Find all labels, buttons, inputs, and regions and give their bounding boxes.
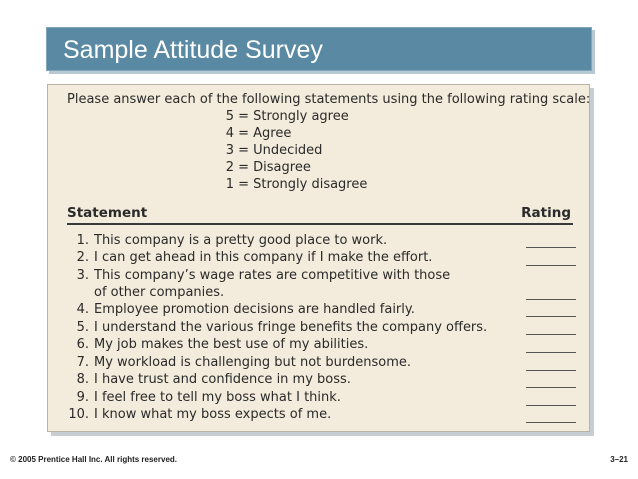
statement-item: 5. I understand the various fringe benefi… bbox=[67, 320, 488, 336]
scale-label: = Strongly agree bbox=[238, 109, 349, 124]
statement-item: 4. Employee promotion decisions are handl… bbox=[67, 302, 415, 318]
rating-blank[interactable] bbox=[526, 334, 576, 335]
scale-number: 5 bbox=[225, 109, 234, 124]
intro-text: Please answer each of the following stat… bbox=[67, 92, 591, 107]
rating-blank[interactable] bbox=[526, 265, 576, 266]
scale-item: 3 = Undecided bbox=[222, 143, 323, 159]
statement-text: I feel free to tell my boss what I think… bbox=[94, 390, 341, 405]
statement-item: 9. I feel free to tell my boss what I thi… bbox=[67, 390, 341, 406]
rating-blank[interactable] bbox=[526, 247, 576, 248]
statement-text: This company is a pretty good place to w… bbox=[94, 233, 388, 248]
statement-number: 7. bbox=[76, 355, 89, 370]
statement-text: My job makes the best use of my abilitie… bbox=[94, 337, 369, 352]
statement-number: 9. bbox=[76, 390, 89, 405]
scale-number: 4 bbox=[225, 126, 234, 141]
statement-text: My workload is challenging but not burde… bbox=[94, 355, 411, 370]
statement-continuation: of other companies. bbox=[94, 285, 225, 300]
rating-blank[interactable] bbox=[526, 387, 576, 388]
statement-item: 8. I have trust and confidence in my boss… bbox=[67, 372, 351, 388]
scale-label: = Agree bbox=[238, 126, 292, 141]
rating-blank[interactable] bbox=[526, 352, 576, 353]
statement-item: 1. This company is a pretty good place to… bbox=[67, 233, 388, 249]
statement-item: 10. I know what my boss expects of me. bbox=[67, 407, 331, 423]
statement-number: 10. bbox=[68, 407, 89, 422]
rating-header: Rating bbox=[521, 205, 571, 221]
statement-text: I know what my boss expects of me. bbox=[94, 407, 332, 422]
statement-number: 5. bbox=[76, 320, 89, 335]
scale-item: 5 = Strongly agree bbox=[222, 109, 349, 125]
header-divider bbox=[67, 223, 573, 225]
survey-box: Please answer each of the following stat… bbox=[47, 84, 590, 432]
scale-label: = Undecided bbox=[238, 143, 323, 158]
copyright-footer: © 2005 Prentice Hall Inc. All rights res… bbox=[10, 455, 178, 464]
statement-number: 1. bbox=[76, 233, 89, 248]
statement-text: Employee promotion decisions are handled… bbox=[94, 302, 415, 317]
statement-item: 6. My job makes the best use of my abilit… bbox=[67, 337, 369, 353]
statement-text: I understand the various fringe benefits… bbox=[94, 320, 488, 335]
statement-number: 8. bbox=[76, 372, 89, 387]
rating-blank[interactable] bbox=[526, 405, 576, 406]
rating-blank[interactable] bbox=[526, 370, 576, 371]
statement-header: Statement bbox=[67, 205, 148, 221]
rating-blank[interactable] bbox=[526, 422, 576, 423]
slide-title: Sample Attitude Survey bbox=[63, 36, 323, 64]
statement-text: This company’s wage rates are competitiv… bbox=[94, 268, 451, 283]
scale-label: = Strongly disagree bbox=[238, 177, 368, 192]
scale-label: = Disagree bbox=[238, 160, 311, 175]
scale-number: 2 bbox=[225, 160, 234, 175]
rating-blank[interactable] bbox=[526, 299, 576, 300]
statement-item: 3. This company’s wage rates are competit… bbox=[67, 268, 451, 284]
page-number: 3–21 bbox=[610, 455, 628, 464]
scale-number: 3 bbox=[225, 143, 234, 158]
title-bar: Sample Attitude Survey bbox=[46, 27, 592, 71]
rating-blank[interactable] bbox=[526, 316, 576, 317]
scale-number: 1 bbox=[225, 177, 234, 192]
statement-number: 3. bbox=[76, 268, 89, 283]
statement-number: 4. bbox=[76, 302, 89, 317]
scale-item: 2 = Disagree bbox=[222, 160, 311, 176]
statement-item: 2. I can get ahead in this company if I m… bbox=[67, 250, 433, 266]
statement-number: 2. bbox=[76, 250, 89, 265]
statement-item: 7. My workload is challenging but not bur… bbox=[67, 355, 411, 371]
statement-text: I can get ahead in this company if I mak… bbox=[94, 250, 433, 265]
scale-item: 4 = Agree bbox=[222, 126, 292, 142]
statement-text: I have trust and confidence in my boss. bbox=[94, 372, 351, 387]
statement-number: 6. bbox=[76, 337, 89, 352]
scale-item: 1 = Strongly disagree bbox=[222, 177, 368, 193]
